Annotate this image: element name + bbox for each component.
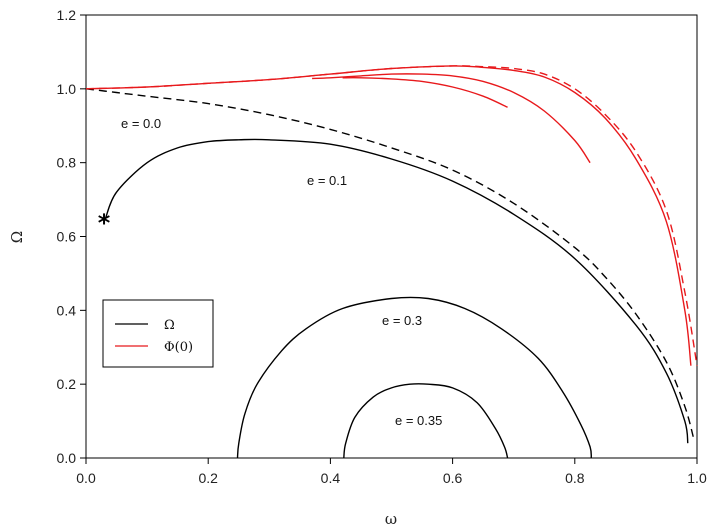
legend-label-phi: Φ(0) <box>164 340 193 355</box>
y-tick-label: 0.8 <box>57 155 77 171</box>
annotation-e-0-35: e = 0.35 <box>395 413 442 428</box>
x-tick-label: 0.6 <box>443 470 463 486</box>
series-line-phi-035 <box>342 77 508 108</box>
axis-ticks: 0.0 0.2 0.4 0.6 0.8 1.0 0.0 0.2 0.4 0.6 0.8 1.0 1.2 <box>57 7 707 486</box>
y-tick-label: 0.6 <box>57 229 77 245</box>
series-line-phi-01 <box>85 65 692 366</box>
series-line-omega-01 <box>104 138 689 444</box>
x-tick-label: 0.0 <box>76 470 96 486</box>
x-tick-label: 0.2 <box>198 470 218 486</box>
x-tick-label: 0.8 <box>565 470 585 486</box>
series-line-omega-035 <box>343 383 509 459</box>
y-tick-label: 0.2 <box>57 376 77 392</box>
annotation-e-0-0: e = 0.0 <box>121 116 161 131</box>
legend: Ω Φ(0) <box>102 299 214 368</box>
series-line-phi-03 <box>312 73 591 164</box>
x-axis-title: ω <box>385 510 397 528</box>
y-tick-label: 1.0 <box>57 81 77 97</box>
y-tick-label: 0.0 <box>57 450 77 466</box>
plot-frame <box>85 14 698 459</box>
y-tick-label: 1.2 <box>57 7 77 23</box>
x-tick-label: 0.4 <box>321 470 341 486</box>
series-line-omega-00 <box>85 88 695 440</box>
annotation-e-0-1: e = 0.1 <box>307 173 347 188</box>
y-axis-title: Ω <box>8 231 26 243</box>
annotation-e-0-3: e = 0.3 <box>382 313 422 328</box>
x-tick-label: 1.0 <box>687 470 707 486</box>
star-marker: * <box>98 209 111 237</box>
legend-box <box>102 299 214 368</box>
curves <box>85 65 698 459</box>
legend-label-omega: Ω <box>164 318 175 333</box>
y-tick-label: 0.4 <box>57 302 77 318</box>
series-line-omega-03 <box>236 296 592 459</box>
